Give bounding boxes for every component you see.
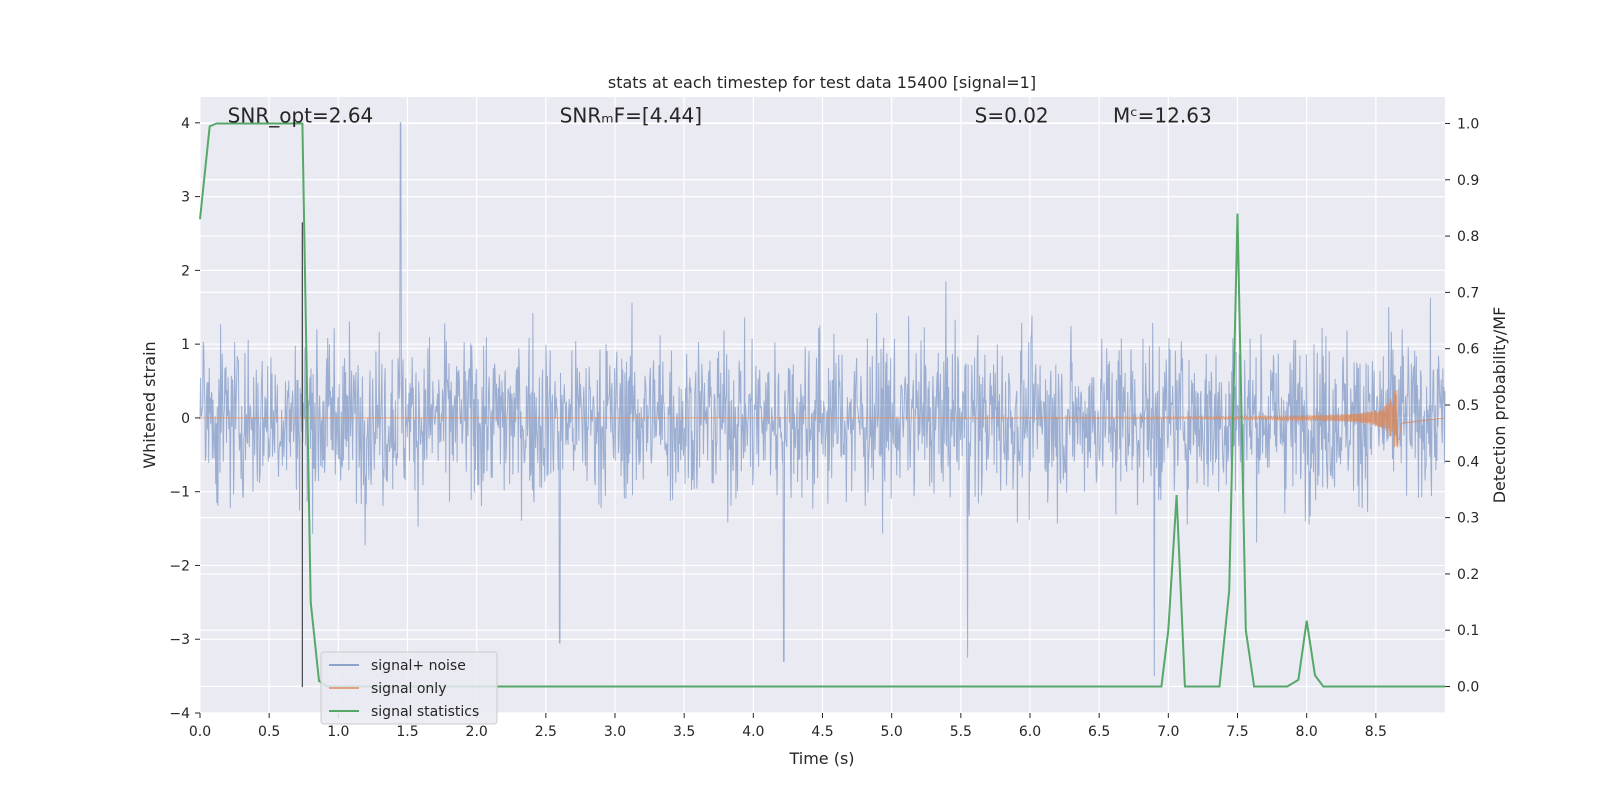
x-tick-label: 2.0 [466, 724, 488, 740]
x-tick-label: 8.5 [1365, 724, 1387, 740]
y2-axis-label: Detection probability/MF [1490, 307, 1509, 504]
signal-only-series [200, 390, 1446, 448]
y2-tick-label: 0.1 [1457, 623, 1479, 639]
x-tick-label: 5.5 [950, 724, 972, 740]
y-tick-label: −3 [169, 632, 190, 648]
y2-tick-label: 0.8 [1457, 229, 1479, 245]
x-tick-label: 3.0 [604, 724, 626, 740]
y2-tick-label: 0.0 [1457, 680, 1479, 696]
signal-statistics-series [199, 122, 1445, 688]
y-axis-ticks: 4 3 2 1 0 −1 −2 −3 −4 [169, 116, 200, 722]
legend-box [320, 651, 498, 725]
annotation-text: SNR_opt=2.64 [228, 103, 374, 127]
y-tick-label: 3 [181, 190, 190, 206]
x-tick-label: 2.5 [535, 724, 557, 740]
x-tick-label: 8.0 [1296, 724, 1318, 740]
y2-tick-label: 0.4 [1457, 454, 1479, 470]
x-axis-label: Time (s) [788, 749, 854, 768]
y-tick-label: 0 [181, 411, 190, 427]
x-tick-label: 6.5 [1088, 724, 1110, 740]
y2-tick-label: 0.2 [1457, 567, 1479, 583]
signal-noise-line [199, 122, 1446, 677]
x-tick-label: 4.0 [742, 724, 764, 740]
signal-noise-series [199, 122, 1446, 677]
legend-label-signal-only: signal only [371, 681, 446, 697]
x-axis-ticks: 0.0 0.5 1.0 1.5 2.0 2.5 3.0 3.5 4.0 4.5 5.0 5.5 6.0 6… [189, 713, 1387, 740]
legend-label-signal-noise: signal+ noise [371, 658, 466, 674]
y-tick-label: 1 [181, 337, 190, 353]
annotations: SNR_opt=2.64 SNRₘF=[4.44] S=0.02 Mᶜ=12.63 [228, 103, 1212, 127]
x-tick-label: 1.0 [327, 724, 349, 740]
x-tick-label: 6.0 [1019, 724, 1041, 740]
y-tick-label: −1 [169, 485, 190, 501]
chart-title: stats at each timestep for test data 154… [608, 73, 1036, 92]
x-tick-label: 7.0 [1157, 724, 1179, 740]
x-tick-label: 5.0 [881, 724, 903, 740]
signal-statistics-line [199, 122, 1445, 688]
grid [199, 97, 1445, 714]
signal-only-line [200, 390, 1446, 448]
y-tick-label: 2 [181, 263, 190, 279]
y2-tick-label: 0.9 [1457, 173, 1479, 189]
x-tick-label: 1.5 [396, 724, 418, 740]
y-tick-label: −4 [169, 706, 190, 722]
y2-axis-ticks: 1.0 0.9 0.8 0.7 0.6 0.5 0.4 0.3 0.2 0.1 0.0 [1445, 116, 1479, 696]
legend: signal+ noise signal only signal statist… [320, 651, 498, 725]
y2-tick-label: 1.0 [1457, 116, 1479, 132]
y2-tick-label: 0.5 [1457, 398, 1479, 414]
x-tick-label: 7.5 [1226, 724, 1248, 740]
x-tick-label: 0.0 [189, 724, 211, 740]
x-tick-label: 3.5 [673, 724, 695, 740]
annotation-text: Mᶜ=12.63 [1113, 103, 1212, 127]
x-tick-label: 0.5 [258, 724, 280, 740]
x-tick-label: 4.5 [811, 724, 833, 740]
y2-tick-label: 0.6 [1457, 342, 1479, 358]
y-tick-label: 4 [181, 116, 190, 132]
annotation-text: SNRₘF=[4.44] [560, 103, 702, 127]
legend-label-signal-statistics: signal statistics [371, 704, 479, 720]
y-axis-label: Whitened strain [140, 341, 159, 468]
y2-tick-label: 0.7 [1457, 285, 1479, 301]
y-tick-label: −2 [169, 558, 190, 574]
annotation-text: S=0.02 [975, 103, 1049, 127]
y2-tick-label: 0.3 [1457, 511, 1479, 527]
